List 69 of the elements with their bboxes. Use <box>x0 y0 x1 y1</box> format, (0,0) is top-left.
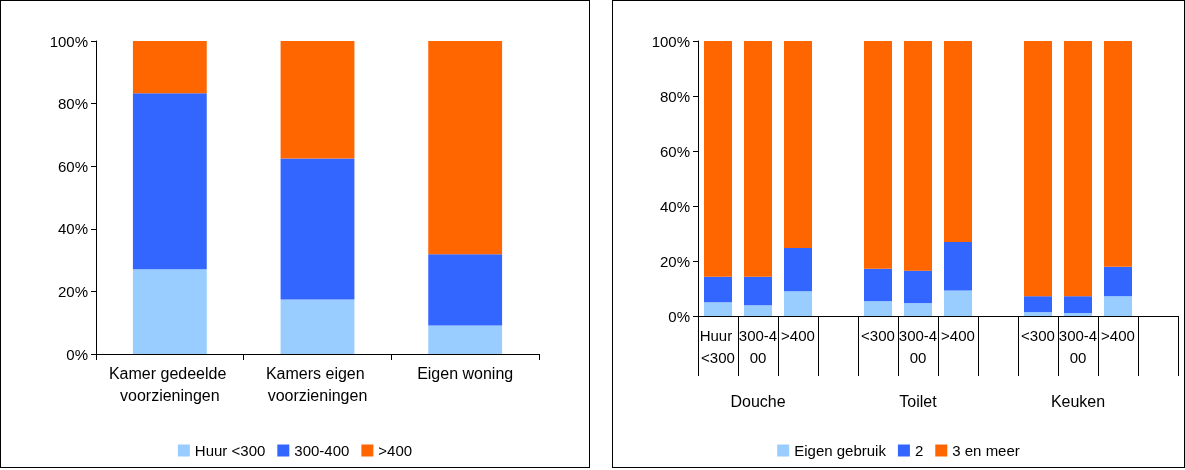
bar <box>704 302 732 316</box>
legend-label: >400 <box>378 442 413 459</box>
bar <box>904 303 932 316</box>
bar <box>1024 296 1052 313</box>
x-tick-label: <300 <box>861 326 895 344</box>
y-tick-label: 60% <box>57 157 88 175</box>
bar <box>428 41 503 255</box>
bar <box>744 305 772 316</box>
bar <box>1104 266 1132 297</box>
x-tick-label: Kamer gedeelde voorzieningen <box>108 364 231 404</box>
x-tick-label: Kamers eigen voorzieningen <box>265 364 370 404</box>
legend-label: 3 en meer <box>952 442 1020 459</box>
y-tick-label: 100% <box>651 32 690 50</box>
bar <box>704 276 732 303</box>
bar <box>744 276 772 306</box>
bar <box>1024 312 1052 316</box>
bar <box>428 325 503 354</box>
bar <box>704 41 732 277</box>
y-tick-label: 20% <box>659 252 690 270</box>
x-tick-label: 300-400 <box>1058 326 1098 366</box>
y-tick-label: 60% <box>659 142 690 160</box>
bar <box>428 254 503 326</box>
y-tick-label: 40% <box>659 197 690 215</box>
bar <box>864 268 892 302</box>
bar <box>864 301 892 316</box>
bar <box>904 41 932 271</box>
x-tick-label: <300 <box>1021 326 1055 344</box>
legend-label: Huur <300 <box>194 442 266 459</box>
bar <box>1064 41 1092 297</box>
bar <box>132 93 207 270</box>
bar <box>1104 296 1132 316</box>
bar <box>944 290 972 316</box>
y-tick-label: 40% <box>57 220 88 238</box>
legend-label: 2 <box>914 442 924 459</box>
text: Douche <box>730 392 786 410</box>
bar <box>280 158 355 300</box>
y-tick-label: 80% <box>57 95 88 113</box>
bar <box>744 41 772 277</box>
text: Keuken <box>1050 392 1106 410</box>
x-tick-label: >400 <box>941 326 975 344</box>
text: Toilet <box>899 392 938 410</box>
bar <box>132 41 207 94</box>
bar <box>1064 296 1092 313</box>
x-tick-label: Eigen woning <box>417 364 514 382</box>
bar <box>784 291 812 316</box>
y-tick-label: 100% <box>49 32 88 50</box>
bar <box>1064 312 1092 316</box>
bar <box>132 269 207 354</box>
bar <box>944 242 972 291</box>
bar <box>280 41 355 159</box>
y-tick-label: 80% <box>659 87 690 105</box>
x-tick-label: 300-400 <box>738 326 778 366</box>
bar <box>1024 41 1052 297</box>
y-tick-label: 0% <box>66 345 88 363</box>
bar <box>1104 41 1132 267</box>
x-tick-label: 300-400 <box>898 326 938 366</box>
y-tick-label: 0% <box>668 307 690 325</box>
bar <box>944 41 972 243</box>
bar <box>864 41 892 269</box>
x-tick-label: >400 <box>1101 326 1135 344</box>
bar <box>784 41 812 249</box>
legend-label: Eigen gebruik <box>794 442 887 459</box>
bar <box>784 248 812 292</box>
bar <box>904 270 932 304</box>
legend-label: 300-400 <box>294 442 350 459</box>
x-tick-label: Huur <300 <box>699 326 737 366</box>
y-tick-label: 20% <box>57 282 88 300</box>
bar <box>280 299 355 354</box>
x-tick-label: >400 <box>781 326 815 344</box>
